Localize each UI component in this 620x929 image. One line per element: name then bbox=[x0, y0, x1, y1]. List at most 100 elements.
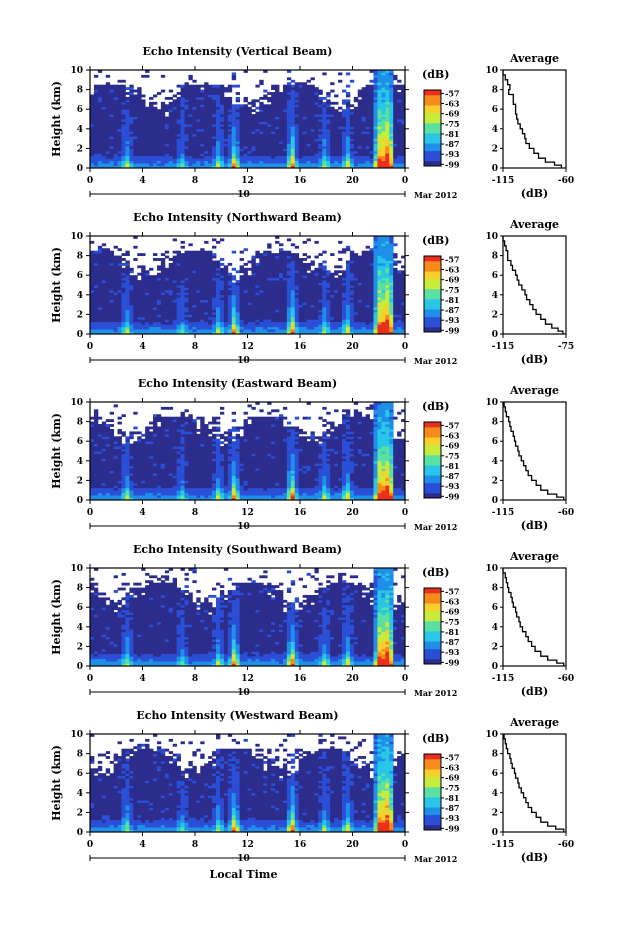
heatmap-cell bbox=[212, 106, 217, 110]
heatmap-cell bbox=[267, 287, 272, 291]
heatmap-cell bbox=[259, 96, 264, 100]
heatmap-cell bbox=[247, 121, 252, 125]
heatmap-cell bbox=[223, 136, 229, 139]
heatmap-cell bbox=[279, 255, 284, 259]
heatmap-cell bbox=[105, 87, 111, 90]
heatmap-cell bbox=[90, 128, 95, 132]
heatmap-cell bbox=[282, 260, 288, 264]
heatmap-cell bbox=[172, 307, 178, 310]
heatmap-cell bbox=[227, 304, 233, 308]
heatmap-cell bbox=[223, 141, 229, 144]
heatmap-cell bbox=[345, 272, 351, 276]
heatmap-cell bbox=[105, 309, 111, 313]
heatmap-cell bbox=[212, 123, 217, 127]
heatmap-cell bbox=[385, 74, 390, 78]
heatmap-cell bbox=[342, 99, 347, 103]
heatmap-cell bbox=[267, 165, 272, 169]
y-tick-label: 4 bbox=[77, 125, 83, 135]
heatmap-cell bbox=[397, 123, 402, 127]
heatmap-cell bbox=[314, 324, 319, 328]
heatmap-cell bbox=[188, 128, 193, 132]
heatmap-cell bbox=[172, 101, 178, 105]
heatmap-cell bbox=[219, 316, 225, 320]
heatmap-cell bbox=[369, 272, 374, 276]
heatmap-cell bbox=[90, 299, 95, 303]
heatmap-cell bbox=[105, 275, 111, 279]
heatmap-cell bbox=[263, 148, 268, 152]
heatmap-cell bbox=[330, 145, 335, 149]
heatmap-cell bbox=[290, 116, 296, 120]
heatmap-cell bbox=[117, 119, 122, 122]
heatmap-cell bbox=[326, 275, 331, 279]
heatmap-cell bbox=[109, 262, 115, 266]
heatmap-cell bbox=[184, 280, 189, 283]
heatmap-cell bbox=[180, 265, 185, 269]
heatmap-cell bbox=[184, 299, 189, 303]
heatmap-cell bbox=[306, 302, 311, 305]
heatmap-cell bbox=[153, 158, 158, 162]
heatmap-cell bbox=[200, 302, 205, 305]
heatmap-cell bbox=[373, 94, 378, 98]
heatmap-cell bbox=[223, 138, 229, 142]
heatmap-cell bbox=[393, 143, 398, 147]
heatmap-cell bbox=[137, 331, 142, 335]
heatmap-cell bbox=[349, 289, 355, 293]
heatmap-cell bbox=[212, 238, 217, 242]
heatmap-cell bbox=[247, 331, 252, 335]
heatmap-cell bbox=[164, 319, 170, 323]
heatmap-cell bbox=[326, 94, 331, 98]
heatmap-cell bbox=[373, 311, 378, 315]
heatmap-cell bbox=[271, 160, 276, 164]
heatmap-cell bbox=[342, 123, 347, 127]
heatmap-cell bbox=[235, 297, 241, 301]
heatmap-cell bbox=[101, 304, 107, 308]
heatmap-cell bbox=[365, 319, 370, 323]
heatmap-cell bbox=[365, 92, 370, 95]
heatmap-cell bbox=[168, 101, 174, 105]
heatmap-cell bbox=[334, 143, 339, 147]
heatmap-cell bbox=[219, 131, 225, 135]
heatmap-cell bbox=[141, 316, 146, 320]
heatmap-cell bbox=[342, 319, 347, 323]
heatmap-cell bbox=[117, 297, 122, 301]
heatmap-cell bbox=[160, 89, 166, 93]
heatmap-cell bbox=[389, 77, 394, 81]
heatmap-cell bbox=[168, 128, 174, 132]
heatmap-cell bbox=[125, 265, 130, 269]
heatmap-cell bbox=[192, 270, 197, 274]
heatmap-cell bbox=[204, 109, 209, 113]
heatmap-cell bbox=[271, 111, 276, 115]
heatmap-cell bbox=[401, 155, 406, 159]
heatmap-cell bbox=[125, 299, 130, 303]
heatmap-cell bbox=[216, 109, 221, 113]
heatmap-cell bbox=[318, 324, 323, 328]
heatmap-cell bbox=[125, 311, 130, 315]
heatmap-cell bbox=[227, 275, 233, 279]
heatmap-cell bbox=[279, 119, 284, 122]
heatmap-cell bbox=[286, 329, 292, 332]
heatmap-cell bbox=[125, 109, 130, 113]
heatmap-cell bbox=[145, 114, 150, 117]
heatmap-cell bbox=[121, 87, 126, 90]
heatmap-cell bbox=[188, 104, 193, 108]
heatmap-cell bbox=[208, 133, 213, 137]
heatmap-cell bbox=[377, 326, 382, 330]
heatmap-cell bbox=[381, 160, 386, 164]
heatmap-cell bbox=[381, 77, 386, 81]
heatmap-cell bbox=[113, 153, 118, 157]
heatmap-cell bbox=[101, 255, 107, 259]
heatmap-cell bbox=[282, 150, 288, 154]
heatmap-cell bbox=[318, 319, 323, 323]
heatmap-cell bbox=[168, 114, 174, 117]
heatmap-cell bbox=[267, 321, 272, 325]
heatmap-cell bbox=[160, 153, 166, 157]
heatmap-cell bbox=[208, 128, 213, 132]
heatmap-cell bbox=[373, 277, 378, 281]
heatmap-cell bbox=[172, 319, 178, 323]
heatmap-cell bbox=[318, 287, 323, 291]
heatmap-cell bbox=[286, 280, 292, 283]
heatmap-cell bbox=[369, 128, 374, 132]
heatmap-cell bbox=[345, 101, 351, 105]
heatmap-cell bbox=[294, 165, 300, 169]
heatmap-cell bbox=[271, 143, 276, 147]
